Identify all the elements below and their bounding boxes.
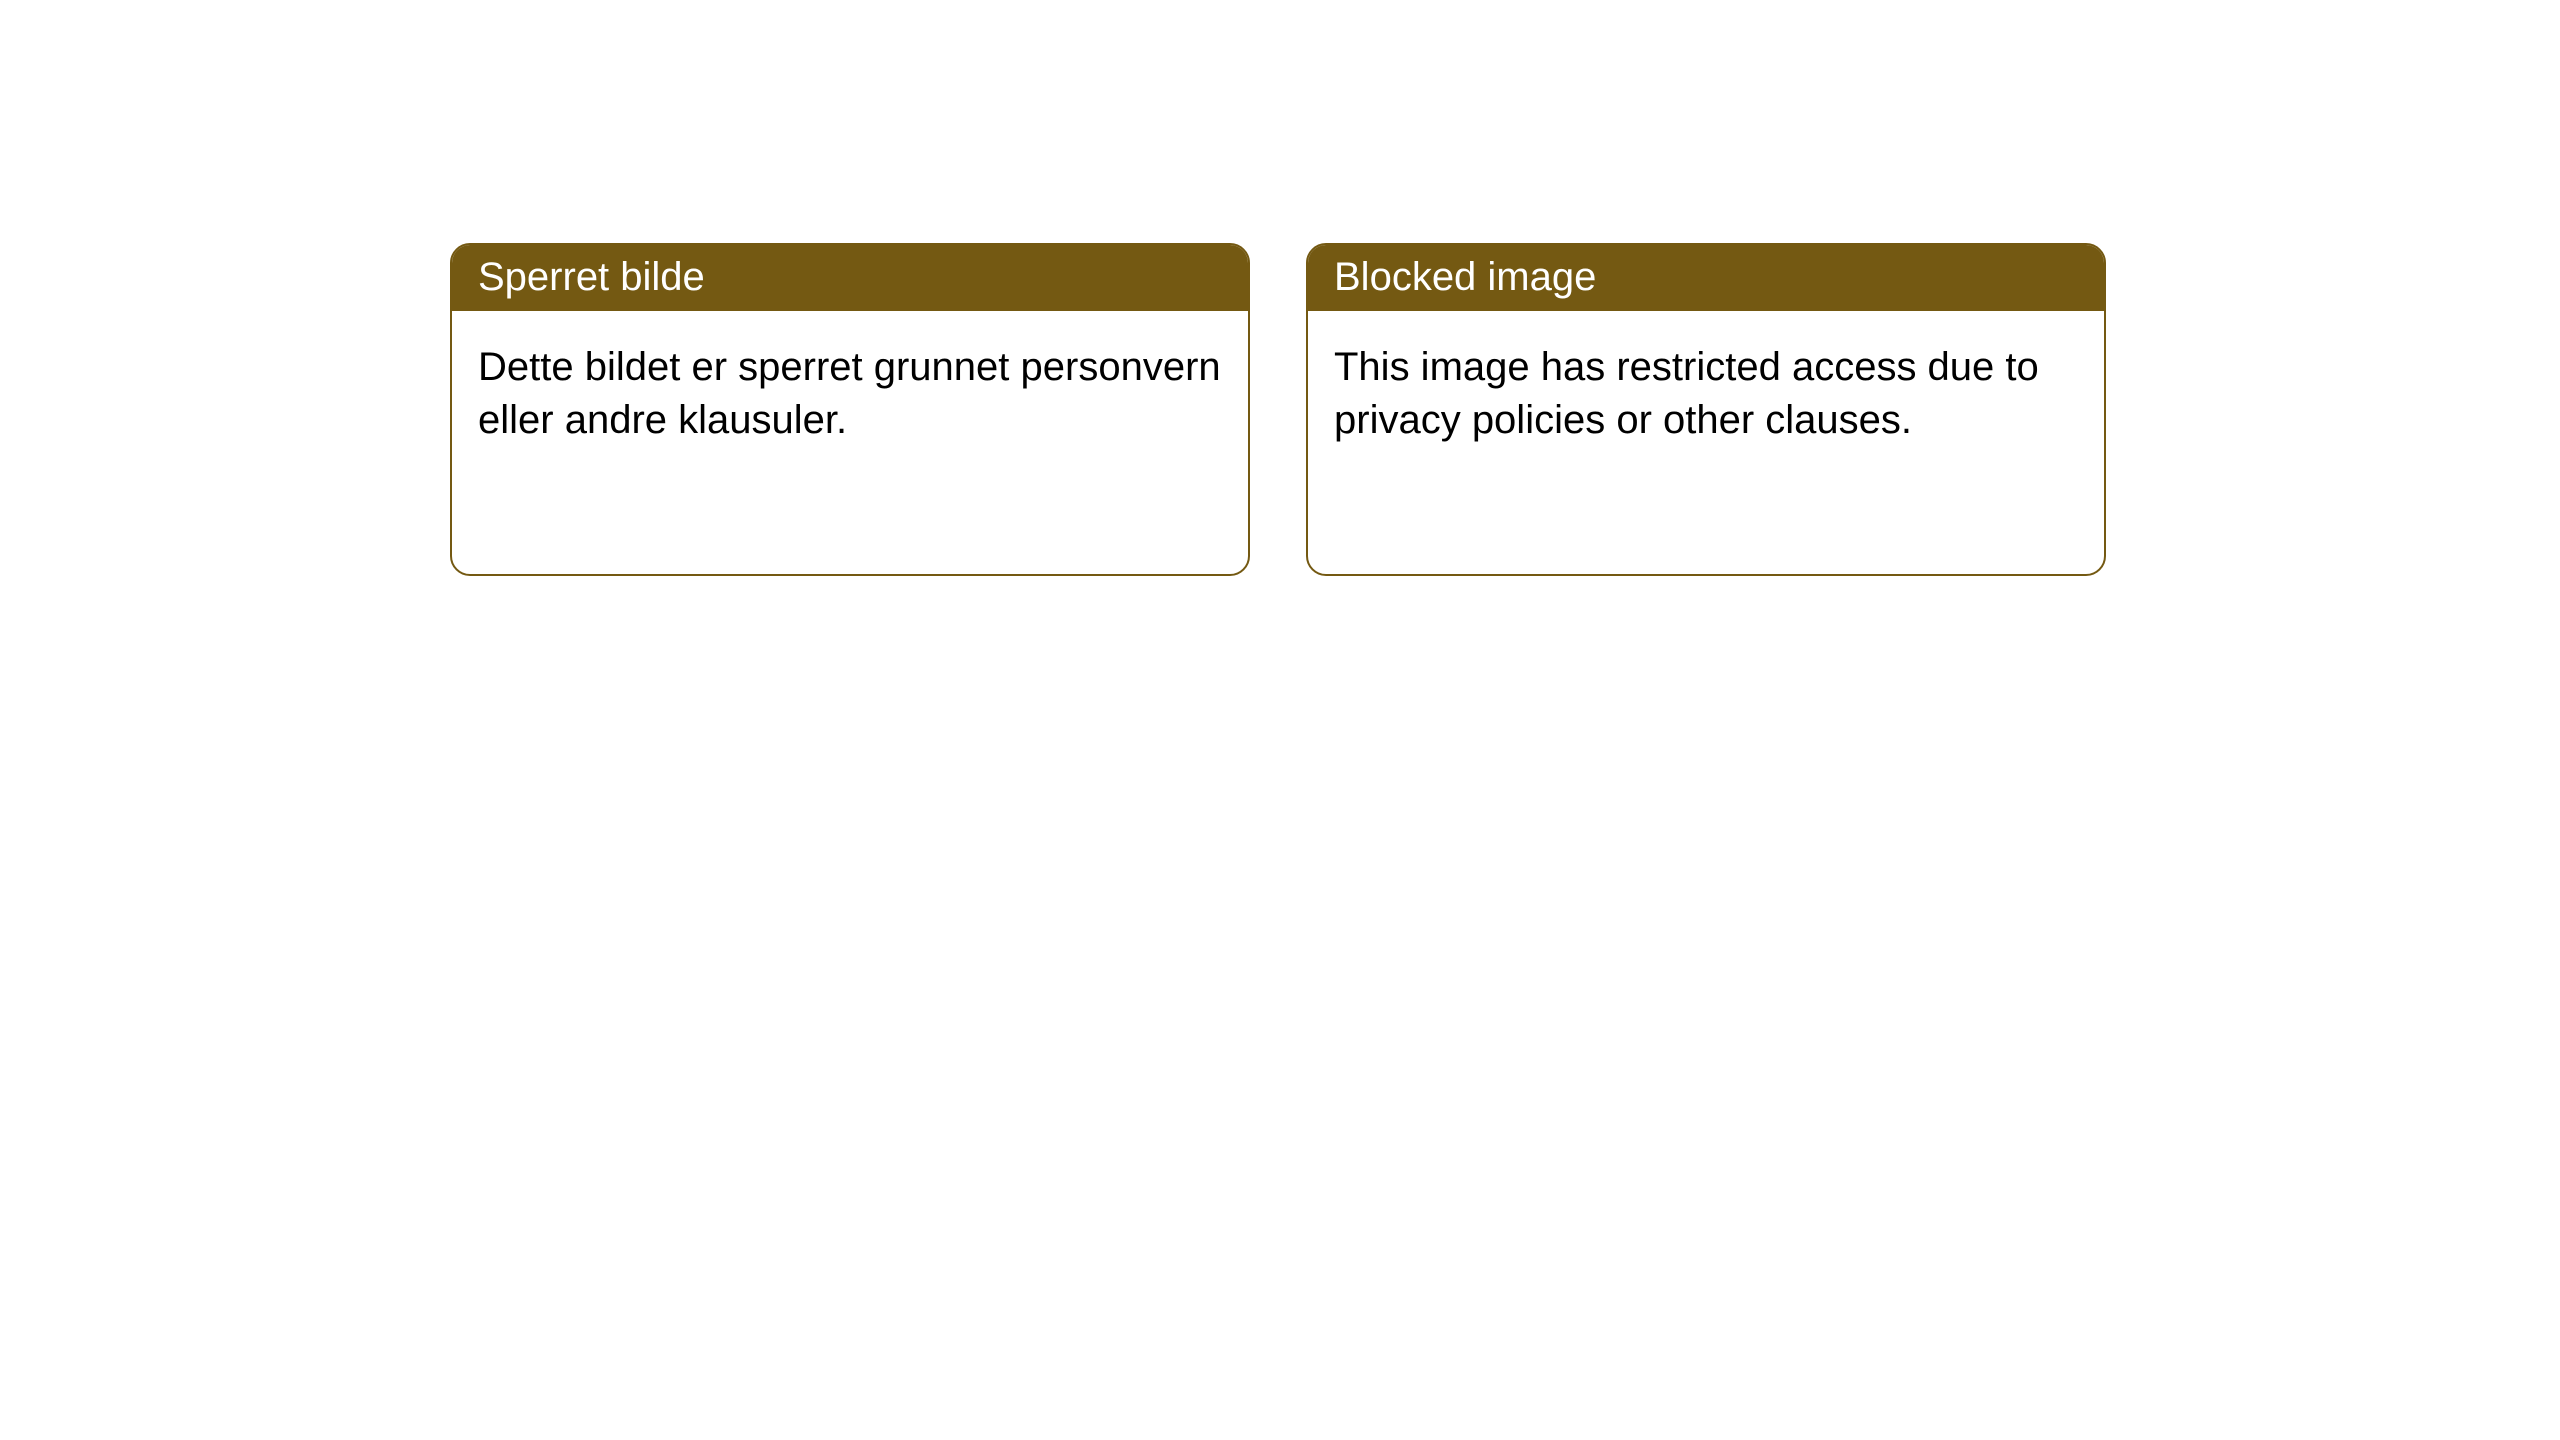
notice-cards-row: Sperret bilde Dette bildet er sperret gr… xyxy=(0,0,2560,576)
blocked-image-card-en: Blocked image This image has restricted … xyxy=(1306,243,2106,576)
card-body-en: This image has restricted access due to … xyxy=(1308,311,2104,574)
card-title-no: Sperret bilde xyxy=(452,245,1248,311)
blocked-image-card-no: Sperret bilde Dette bildet er sperret gr… xyxy=(450,243,1250,576)
card-body-no: Dette bildet er sperret grunnet personve… xyxy=(452,311,1248,574)
card-title-en: Blocked image xyxy=(1308,245,2104,311)
